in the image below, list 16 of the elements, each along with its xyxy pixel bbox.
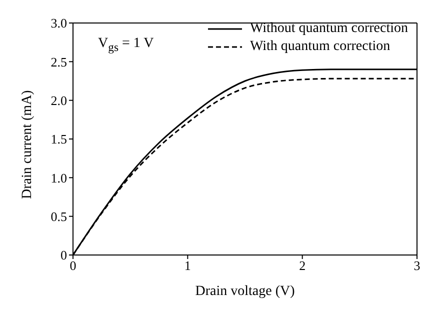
legend-label: Without quantum correction bbox=[250, 21, 408, 37]
y-tick-label: 0.5 bbox=[50, 208, 67, 224]
y-tick-label: 0 bbox=[60, 248, 67, 263]
x-tick-label: 3 bbox=[414, 258, 420, 274]
x-tick-label: 1 bbox=[184, 258, 191, 274]
legend-label: With quantum correction bbox=[250, 39, 390, 55]
y-tick-label: 2.5 bbox=[50, 54, 67, 70]
y-tick-label: 1.5 bbox=[50, 132, 67, 147]
y-tick-label: 1.0 bbox=[50, 170, 67, 186]
x-tick-label: 2 bbox=[299, 258, 306, 274]
y-tick-label: 3.0 bbox=[50, 16, 67, 31]
x-tick-label: 0 bbox=[70, 258, 76, 274]
y-tick-label: 2.0 bbox=[50, 92, 67, 108]
x-axis-title: Drain voltage (V) bbox=[195, 284, 296, 299]
annotation: V$_{gs}$ = 1 V bbox=[98, 36, 154, 54]
y-axis-title: Drain current (mA) bbox=[20, 90, 35, 199]
